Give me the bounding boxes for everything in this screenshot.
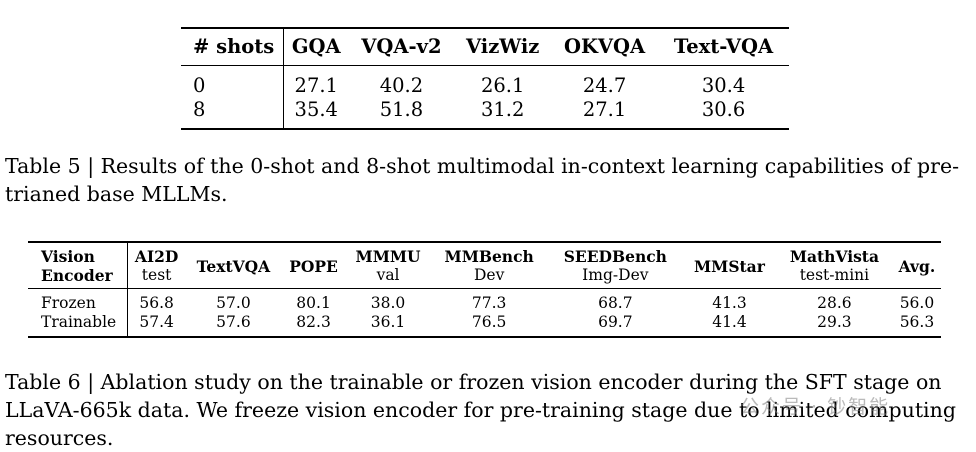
- header-mmstar: MMStar: [694, 256, 765, 276]
- table-cell: 51.8: [379, 98, 424, 121]
- table-5: # shots GQA VQA-v2 VizWiz OKVQA Text-VQA…: [181, 27, 789, 130]
- watermark: 公众号 · 钞智能: [740, 396, 891, 418]
- table-cell: 8: [181, 98, 284, 129]
- table-cell: 35.4: [294, 98, 338, 121]
- header-main: SEEDBench: [563, 247, 667, 266]
- table-cell: Trainable: [28, 313, 128, 337]
- header-gqa: GQA: [291, 35, 341, 58]
- header-shots: # shots: [181, 28, 284, 66]
- header-textvqa: Text-VQA: [673, 35, 774, 58]
- table-row: 8 35.4 51.8 31.2 27.1 30.6: [181, 98, 789, 129]
- table-cell: 57.6: [216, 313, 251, 331]
- table-header-row: Vision Encoder AI2D test TextVQA POPE MM…: [28, 242, 941, 289]
- table-row: 0 27.1 40.2 26.1 24.7 30.4: [181, 65, 789, 98]
- table-cell: 68.7: [598, 294, 633, 312]
- table-cell: 31.2: [480, 98, 525, 121]
- header-main: AI2D: [134, 247, 179, 266]
- table-cell: 36.1: [370, 313, 406, 331]
- header-seedbench: SEEDBench Img-Dev: [548, 242, 683, 289]
- header-sub: val: [376, 266, 400, 284]
- table-header-row: # shots GQA VQA-v2 VizWiz OKVQA Text-VQA: [181, 28, 789, 66]
- header-main: MMBench: [444, 247, 534, 266]
- table-cell: 41.3: [712, 294, 747, 312]
- table-cell: 82.3: [296, 313, 331, 331]
- header-vqav2: VQA-v2: [361, 35, 442, 58]
- table-cell: 57.4: [139, 313, 174, 331]
- table-cell: 0: [181, 65, 284, 98]
- table-cell: 80.1: [296, 294, 331, 312]
- table-cell: 40.2: [379, 74, 424, 97]
- header-vizwiz: VizWiz: [466, 35, 540, 58]
- header-avg: Avg.: [898, 256, 936, 276]
- table-cell: 77.3: [471, 294, 507, 312]
- header-main: Vision: [41, 247, 95, 266]
- table-row: Frozen 56.8 57.0 80.1 38.0 77.3 68.7 41.…: [28, 288, 941, 313]
- table-cell: 26.1: [480, 74, 525, 97]
- table-cell: 56.0: [899, 294, 935, 312]
- table-cell: 27.1: [582, 98, 627, 121]
- table-cell: 24.7: [582, 74, 627, 97]
- header-ai2d: AI2D test: [128, 242, 186, 289]
- header-vision-encoder: Vision Encoder: [28, 242, 128, 289]
- table-cell: 30.6: [701, 98, 746, 121]
- table-6: Vision Encoder AI2D test TextVQA POPE MM…: [28, 241, 941, 338]
- header-textvqa: TextVQA: [196, 256, 271, 276]
- table-cell: 29.3: [817, 313, 852, 331]
- header-sub: Img-Dev: [582, 266, 649, 284]
- header-mathvista: MathVista test-mini: [776, 242, 893, 289]
- table-cell: 69.7: [598, 313, 633, 331]
- table-cell: 56.8: [139, 294, 174, 312]
- table-cell: 38.0: [370, 294, 406, 312]
- header-mmbench: MMBench Dev: [431, 242, 548, 289]
- table-cell: 76.5: [471, 313, 507, 331]
- table-cell: 41.4: [712, 313, 747, 331]
- header-okvqa: OKVQA: [563, 35, 646, 58]
- header-main: MathVista: [789, 247, 880, 266]
- header-sub: test-mini: [799, 266, 870, 284]
- header-sub: Encoder: [41, 266, 113, 285]
- table-cell: 27.1: [294, 74, 338, 97]
- table-5-caption: Table 5 | Results of the 0-shot and 8-sh…: [5, 154, 960, 206]
- table-cell: 30.4: [701, 74, 746, 97]
- header-mmmu: MMMU val: [345, 242, 430, 289]
- table-cell: 57.0: [216, 294, 251, 312]
- table-cell: 56.3: [899, 313, 935, 331]
- table-6-caption: Table 6 | Ablation study on the trainabl…: [5, 370, 956, 450]
- table-row: Trainable 57.4 57.6 82.3 36.1 76.5 69.7 …: [28, 313, 941, 337]
- table-cell: 28.6: [817, 294, 852, 312]
- header-main: MMMU: [355, 247, 421, 266]
- table-cell: Frozen: [28, 288, 128, 313]
- header-sub: Dev: [473, 266, 505, 284]
- header-sub: test: [141, 266, 172, 284]
- header-pope: POPE: [289, 256, 338, 276]
